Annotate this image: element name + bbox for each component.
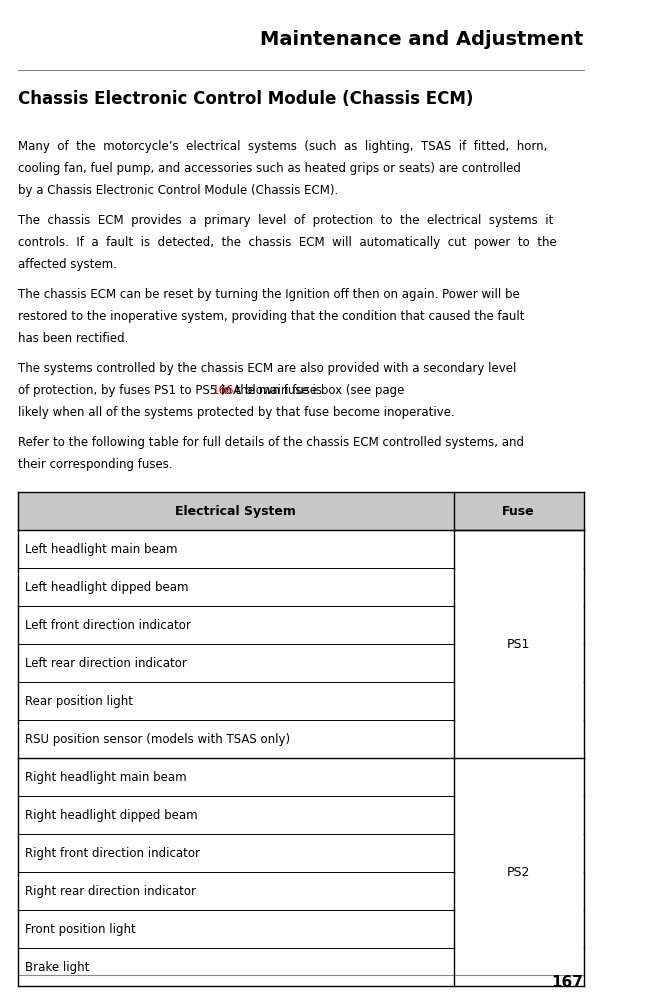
Text: Right rear direction indicator: Right rear direction indicator bbox=[25, 885, 196, 898]
Text: Refer to the following table for full details of the chassis ECM controlled syst: Refer to the following table for full de… bbox=[18, 436, 524, 449]
Text: Right front direction indicator: Right front direction indicator bbox=[25, 847, 201, 860]
Text: Rear position light: Rear position light bbox=[25, 695, 133, 708]
Text: The chassis ECM can be reset by turning the Ignition off then on again. Power wi: The chassis ECM can be reset by turning … bbox=[18, 288, 519, 301]
Text: Right headlight dipped beam: Right headlight dipped beam bbox=[25, 809, 198, 822]
Bar bbox=[18, 492, 583, 530]
Text: Many  of  the  motorcycle’s  electrical  systems  (such  as  lighting,  TSAS  if: Many of the motorcycle’s electrical syst… bbox=[18, 140, 547, 153]
Text: RSU position sensor (models with TSAS only): RSU position sensor (models with TSAS on… bbox=[25, 733, 290, 746]
Text: Electrical System: Electrical System bbox=[175, 505, 296, 518]
Text: The systems controlled by the chassis ECM are also provided with a secondary lev: The systems controlled by the chassis EC… bbox=[18, 362, 516, 375]
Text: PS1: PS1 bbox=[507, 638, 531, 651]
Text: 166: 166 bbox=[212, 384, 234, 397]
Text: 167: 167 bbox=[551, 975, 583, 990]
Text: restored to the inoperative system, providing that the condition that caused the: restored to the inoperative system, prov… bbox=[18, 310, 525, 323]
Text: Left front direction indicator: Left front direction indicator bbox=[25, 619, 191, 632]
Text: affected system.: affected system. bbox=[18, 258, 117, 271]
Text: cooling fan, fuel pump, and accessories such as heated grips or seats) are contr: cooling fan, fuel pump, and accessories … bbox=[18, 162, 521, 175]
Text: Left rear direction indicator: Left rear direction indicator bbox=[25, 657, 187, 670]
Text: Right headlight main beam: Right headlight main beam bbox=[25, 771, 187, 784]
Text: Brake light: Brake light bbox=[25, 961, 90, 974]
Text: PS2: PS2 bbox=[507, 866, 531, 879]
Text: likely when all of the systems protected by that fuse become inoperative.: likely when all of the systems protected… bbox=[18, 406, 455, 419]
Text: Chassis Electronic Control Module (Chassis ECM): Chassis Electronic Control Module (Chass… bbox=[18, 90, 473, 108]
Text: controls.  If  a  fault  is  detected,  the  chassis  ECM  will  automatically  : controls. If a fault is detected, the ch… bbox=[18, 236, 557, 249]
Text: has been rectified.: has been rectified. bbox=[18, 332, 128, 345]
Text: The  chassis  ECM  provides  a  primary  level  of  protection  to  the  electri: The chassis ECM provides a primary level… bbox=[18, 214, 553, 227]
Text: Front position light: Front position light bbox=[25, 923, 136, 936]
Text: Left headlight main beam: Left headlight main beam bbox=[25, 543, 178, 556]
Text: Fuse: Fuse bbox=[502, 505, 535, 518]
Text: of protection, by fuses PS1 to PS5 in the main fuse box (see page: of protection, by fuses PS1 to PS5 in th… bbox=[18, 384, 408, 397]
Text: Left headlight dipped beam: Left headlight dipped beam bbox=[25, 581, 189, 594]
Text: ). A blown fuse is: ). A blown fuse is bbox=[221, 384, 322, 397]
Text: by a Chassis Electronic Control Module (Chassis ECM).: by a Chassis Electronic Control Module (… bbox=[18, 184, 339, 197]
Text: their corresponding fuses.: their corresponding fuses. bbox=[18, 458, 173, 471]
Text: Maintenance and Adjustment: Maintenance and Adjustment bbox=[260, 30, 583, 49]
